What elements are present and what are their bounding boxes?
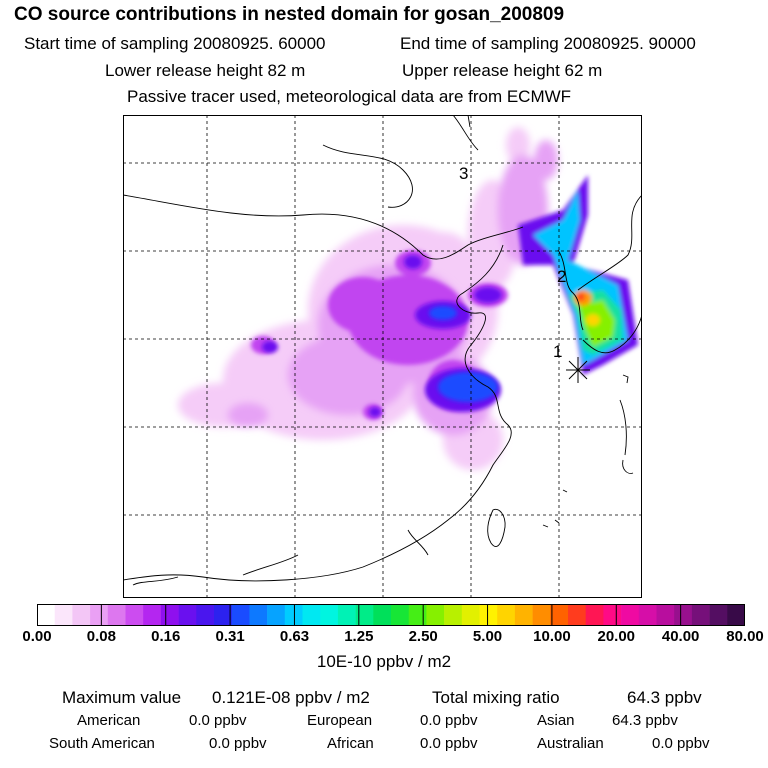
tracer-info: Passive tracer used, meteorological data… [127, 87, 572, 106]
region-value: 0.0 ppbv [189, 712, 247, 729]
colorbar-tick-label: 0.16 [151, 628, 181, 645]
field-blue [429, 306, 498, 402]
end-time: End time of sampling 20080925. 90000 [400, 34, 696, 53]
grid-lines [123, 115, 642, 598]
colorbar-cell [408, 604, 427, 626]
region-value: 0.0 ppbv [420, 735, 478, 752]
map-frame [123, 115, 642, 598]
colorbar-cell [479, 604, 498, 626]
colorbar-cell [231, 604, 250, 626]
colorbar-tick-label: 1.25 [344, 628, 374, 645]
map-panel: 1 2 3 [123, 115, 642, 598]
colorbar-cell [302, 604, 321, 626]
colorbar-cell [337, 604, 356, 626]
colorbar-tick-label: 0.08 [86, 628, 116, 645]
colorbar-cell [90, 604, 109, 626]
colorbar-cells [37, 604, 745, 626]
colorbar-tick-label: 20.00 [597, 628, 636, 645]
colorbar-cell [284, 604, 303, 626]
colorbar-cell [727, 604, 745, 626]
colorbar-cell [585, 604, 604, 626]
colorbar-tick-label: 5.00 [472, 628, 503, 645]
region-value: 0.0 ppbv [209, 735, 267, 752]
colorbar-cell [373, 604, 392, 626]
colorbar-cell [532, 604, 551, 626]
marker-1: 1 [553, 342, 562, 361]
colorbar-cell [214, 604, 232, 626]
max-label: Maximum value [62, 688, 182, 707]
colorbar-cell [656, 604, 675, 626]
colorbar-cell [125, 604, 144, 626]
colorbar-tick-label: 80.00 [726, 628, 764, 645]
upper-release-height: Upper release height 62 m [402, 61, 603, 80]
colorbar-cell [674, 604, 693, 626]
colorbar-cell [107, 604, 126, 626]
colorbar-cell [143, 604, 162, 626]
colorbar-cell [72, 604, 91, 626]
colorbar-cell [320, 604, 339, 626]
region-name: Asian [537, 712, 575, 729]
colorbar-cell [355, 604, 374, 626]
concentration-field [178, 127, 638, 470]
colorbar-cell [160, 604, 179, 626]
colorbar-cell [621, 604, 640, 626]
colorbar-cell [444, 604, 463, 626]
colorbar-tick-label: 0.31 [215, 628, 245, 645]
region-name: Australian [537, 735, 604, 752]
region-name: American [77, 712, 141, 729]
colorbar-tick-label: 10.00 [533, 628, 571, 645]
colorbar-tick-label: 2.50 [408, 628, 438, 645]
colorbar-frame [37, 604, 745, 626]
receptor-asterisk-icon [566, 357, 590, 383]
colorbar-cell [267, 604, 286, 626]
coastlines [123, 115, 642, 598]
colorbar-tick-label: 0.00 [22, 628, 52, 645]
colorbar-cell [461, 604, 480, 626]
region-name: South American [49, 735, 155, 752]
region-value: 0.0 ppbv [420, 712, 478, 729]
colorbar-cell [54, 604, 73, 626]
max-value: 0.121E-08 ppbv / m2 [212, 688, 370, 707]
colorbar-cell [691, 604, 710, 626]
colorbar-cell [196, 604, 215, 626]
colorbar-tick-label: 0.63 [279, 628, 310, 645]
colorbar-tick-label: 40.00 [661, 628, 700, 645]
lower-release-height: Lower release height 82 m [105, 61, 306, 80]
colorbar-cell [603, 604, 622, 626]
colorbar-cell [391, 604, 409, 626]
region-name: African [327, 735, 374, 752]
colorbar [37, 604, 745, 626]
region-value: 0.0 ppbv [652, 735, 710, 752]
colorbar-cell [426, 604, 445, 626]
total-value: 64.3 ppbv [627, 688, 702, 707]
field-korea-plume [518, 175, 638, 375]
plot-title: CO source contributions in nested domain… [14, 4, 565, 25]
colorbar-cell [178, 604, 197, 626]
colorbar-cell [709, 604, 728, 626]
colorbar-cell [514, 604, 533, 626]
colorbar-cell [568, 604, 586, 626]
marker-3: 3 [459, 164, 468, 183]
colorbar-cell [550, 604, 569, 626]
total-label: Total mixing ratio [432, 688, 560, 707]
colorbar-units: 10E-10 ppbv / m2 [316, 652, 452, 671]
start-time: Start time of sampling 20080925. 60000 [24, 34, 326, 53]
region-value: 64.3 ppbv [612, 712, 678, 729]
colorbar-cell [497, 604, 516, 626]
marker-2: 2 [557, 267, 566, 286]
colorbar-cell [638, 604, 657, 626]
colorbar-cell [249, 604, 268, 626]
colorbar-cell [37, 604, 55, 626]
region-name: European [307, 712, 373, 729]
